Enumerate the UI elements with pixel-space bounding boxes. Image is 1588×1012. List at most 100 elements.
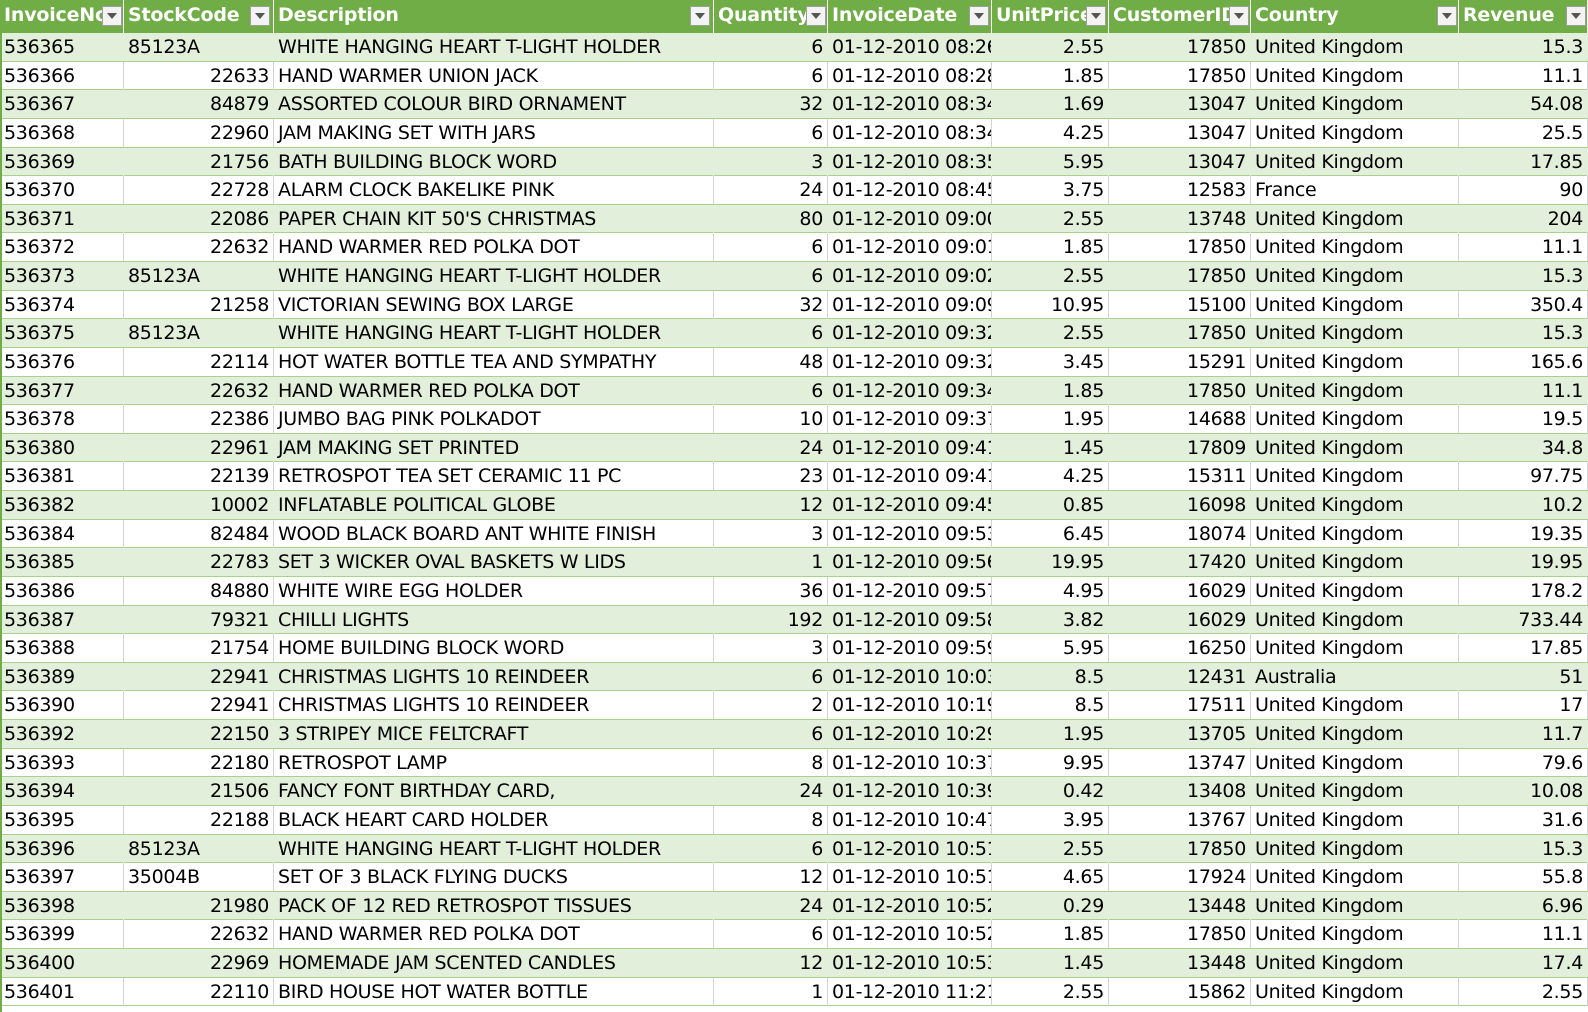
cell-invoice-no[interactable]: 536384 [0,519,124,548]
cell-country[interactable]: United Kingdom [1251,290,1459,319]
cell-invoice-date[interactable]: 01-12-2010 09:01 [828,233,992,262]
cell-revenue[interactable]: 11.1 [1459,376,1588,405]
cell-description[interactable]: WHITE WIRE EGG HOLDER [274,576,714,605]
cell-description[interactable]: HAND WARMER RED POLKA DOT [274,920,714,949]
column-header-country[interactable]: Country [1251,0,1459,33]
cell-quantity[interactable]: 23 [714,462,828,491]
cell-revenue[interactable]: 25.5 [1459,118,1588,147]
cell-description[interactable]: FANCY FONT BIRTHDAY CARD, [274,777,714,806]
cell-unit-price[interactable]: 1.85 [992,920,1109,949]
cell-stock-code[interactable]: 22632 [124,920,274,949]
cell-quantity[interactable]: 6 [714,262,828,290]
cell-invoice-date[interactable]: 01-12-2010 10:03 [828,662,992,691]
cell-revenue[interactable]: 11.1 [1459,233,1588,262]
cell-description[interactable]: HAND WARMER RED POLKA DOT [274,376,714,405]
cell-quantity[interactable]: 24 [714,777,828,806]
cell-invoice-no[interactable]: 536385 [0,548,124,577]
cell-stock-code[interactable]: 84880 [124,576,274,605]
cell-stock-code[interactable]: 21258 [124,290,274,319]
cell-customer-id[interactable]: 16250 [1109,634,1251,663]
cell-country[interactable]: United Kingdom [1251,376,1459,405]
cell-unit-price[interactable]: 5.95 [992,634,1109,663]
cell-quantity[interactable]: 6 [714,662,828,691]
cell-quantity[interactable]: 48 [714,347,828,376]
cell-description[interactable]: WHITE HANGING HEART T-LIGHT HOLDER [274,262,714,290]
cell-invoice-date[interactable]: 01-12-2010 08:35 [828,147,992,176]
cell-customer-id[interactable]: 15100 [1109,290,1251,319]
cell-stock-code[interactable]: 85123A [124,319,274,348]
cell-customer-id[interactable]: 15862 [1109,977,1251,1006]
cell-unit-price[interactable]: 0.42 [992,777,1109,806]
cell-invoice-date[interactable]: 01-12-2010 10:37 [828,748,992,777]
cell-invoice-no[interactable]: 536393 [0,748,124,777]
cell-invoice-date[interactable]: 01-12-2010 09:41 [828,462,992,491]
cell-country[interactable]: United Kingdom [1251,519,1459,548]
cell-invoice-date[interactable]: 01-12-2010 10:52 [828,920,992,949]
cell-invoice-no[interactable]: 536372 [0,233,124,262]
cell-stock-code[interactable]: 22961 [124,433,274,462]
cell-customer-id[interactable]: 12583 [1109,176,1251,205]
column-header-description[interactable]: Description [274,0,714,33]
cell-customer-id[interactable]: 17850 [1109,376,1251,405]
cell-invoice-no[interactable]: 536373 [0,262,124,290]
cell-stock-code[interactable]: 22180 [124,748,274,777]
cell-revenue[interactable]: 10.08 [1459,777,1588,806]
cell-customer-id[interactable]: 17924 [1109,863,1251,892]
cell-invoice-no[interactable]: 536388 [0,634,124,663]
cell-country[interactable]: United Kingdom [1251,920,1459,949]
column-header-invoice-no[interactable]: InvoiceNo [0,0,124,33]
cell-country[interactable]: United Kingdom [1251,777,1459,806]
cell-country[interactable]: United Kingdom [1251,262,1459,290]
cell-country[interactable]: United Kingdom [1251,462,1459,491]
cell-invoice-date[interactable]: 01-12-2010 08:34 [828,118,992,147]
cell-customer-id[interactable]: 13047 [1109,147,1251,176]
cell-revenue[interactable]: 54.08 [1459,90,1588,119]
filter-dropdown-icon[interactable] [690,6,710,26]
cell-revenue[interactable]: 178.2 [1459,576,1588,605]
cell-invoice-date[interactable]: 01-12-2010 09:59 [828,634,992,663]
cell-invoice-no[interactable]: 536377 [0,376,124,405]
cell-invoice-no[interactable]: 536389 [0,662,124,691]
cell-quantity[interactable]: 8 [714,748,828,777]
cell-invoice-date[interactable]: 01-12-2010 09:45 [828,491,992,519]
cell-quantity[interactable]: 24 [714,891,828,920]
cell-unit-price[interactable]: 1.45 [992,433,1109,462]
cell-invoice-no[interactable]: 536397 [0,863,124,892]
cell-invoice-date[interactable]: 01-12-2010 09:34 [828,376,992,405]
cell-revenue[interactable]: 17.85 [1459,634,1588,663]
cell-revenue[interactable]: 11.1 [1459,920,1588,949]
cell-stock-code[interactable]: 22941 [124,662,274,691]
cell-description[interactable]: WOOD BLACK BOARD ANT WHITE FINISH [274,519,714,548]
cell-invoice-no[interactable]: 536375 [0,319,124,348]
cell-revenue[interactable]: 17.85 [1459,147,1588,176]
cell-stock-code[interactable]: 84879 [124,90,274,119]
cell-quantity[interactable]: 8 [714,805,828,834]
cell-description[interactable]: RETROSPOT LAMP [274,748,714,777]
cell-invoice-no[interactable]: 536386 [0,576,124,605]
cell-quantity[interactable]: 6 [714,33,828,61]
cell-stock-code[interactable]: 22386 [124,405,274,434]
cell-invoice-date[interactable]: 01-12-2010 09:58 [828,605,992,634]
column-header-stock-code[interactable]: StockCode [124,0,274,33]
cell-stock-code[interactable]: 22150 [124,720,274,748]
cell-customer-id[interactable]: 13747 [1109,748,1251,777]
cell-quantity[interactable]: 3 [714,147,828,176]
cell-stock-code[interactable]: 82484 [124,519,274,548]
cell-invoice-date[interactable]: 01-12-2010 10:47 [828,805,992,834]
cell-description[interactable]: HOME BUILDING BLOCK WORD [274,634,714,663]
cell-description[interactable]: SET 3 WICKER OVAL BASKETS W LIDS [274,548,714,577]
cell-country[interactable]: United Kingdom [1251,61,1459,90]
cell-revenue[interactable]: 11.1 [1459,61,1588,90]
cell-invoice-no[interactable]: 536394 [0,777,124,806]
cell-invoice-no[interactable]: 536401 [0,977,124,1006]
cell-invoice-date[interactable]: 01-12-2010 09:53 [828,519,992,548]
cell-invoice-no[interactable]: 536392 [0,720,124,748]
cell-quantity[interactable]: 6 [714,118,828,147]
cell-description[interactable]: HOMEMADE JAM SCENTED CANDLES [274,949,714,977]
cell-customer-id[interactable]: 13767 [1109,805,1251,834]
cell-country[interactable]: United Kingdom [1251,548,1459,577]
cell-invoice-date[interactable]: 01-12-2010 10:53 [828,949,992,977]
cell-customer-id[interactable]: 16098 [1109,491,1251,519]
cell-invoice-date[interactable]: 01-12-2010 09:37 [828,405,992,434]
cell-revenue[interactable]: 350.4 [1459,290,1588,319]
